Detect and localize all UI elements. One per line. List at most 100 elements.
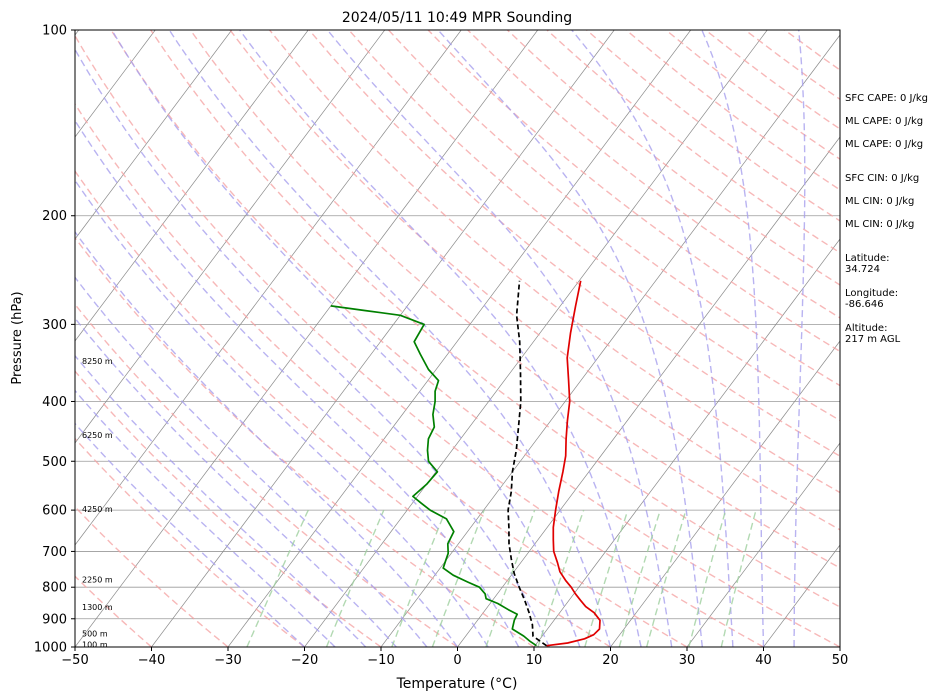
dry-adiabat-line — [75, 303, 458, 647]
isotherm-line — [75, 30, 309, 342]
y-tick-label: 100 — [42, 24, 67, 39]
x-tick-label: 40 — [755, 653, 772, 668]
latitude-value: 34.724 — [845, 264, 880, 275]
moist-adiabat-line — [75, 276, 428, 647]
ml-cin-label: ML CIN: 0 J/kg — [845, 196, 915, 207]
dewpoint-profile-line — [330, 305, 537, 647]
dry-adiabat-line — [150, 30, 840, 608]
temperature-profile-line — [546, 280, 601, 647]
mixing-ratio-line — [720, 509, 757, 647]
moist-adiabat-line — [75, 389, 336, 647]
chart-title: 2024/05/11 10:49 MPR Sounding — [342, 10, 572, 26]
y-tick-label: 400 — [42, 395, 67, 410]
y-tick-label: 300 — [42, 318, 67, 333]
dry-adiabat-line — [229, 30, 840, 531]
dry-adiabat-line — [75, 437, 305, 647]
mixing-ratio-line — [431, 509, 485, 647]
dry-adiabat-line — [75, 236, 535, 647]
y-axis: 100 200 300 400 500 600 700 800 900 1000 — [34, 24, 75, 656]
y-axis-label: Pressure (hPa) — [10, 291, 25, 384]
height-labels: 100 m 500 m 1300 m 2250 m 4250 m 6250 m 8250 m — [82, 357, 113, 650]
dry-adiabat-line — [387, 30, 840, 387]
moist-adiabat-line — [75, 354, 367, 647]
x-tick-label: 0 — [453, 653, 461, 668]
y-tick-label: 900 — [42, 612, 67, 627]
dry-adiabat-line — [75, 169, 611, 647]
moist-adiabat-line — [701, 30, 765, 647]
mixing-ratio-line — [391, 509, 447, 647]
longitude-value: -86.646 — [845, 299, 884, 310]
isotherm-line — [75, 30, 539, 647]
moist-adiabat-line — [75, 317, 397, 647]
moist-adiabat-line — [75, 119, 520, 647]
isotherm-line — [75, 30, 233, 240]
background-lines — [0, 30, 840, 647]
dry-adiabat-line — [75, 370, 382, 647]
latitude-label: Latitude: — [845, 253, 890, 264]
isotherm-line — [151, 30, 615, 647]
moist-adiabat-line — [168, 30, 612, 647]
x-axis: −50 −40 −30 −20 −10 0 10 20 30 40 50 — [61, 647, 848, 668]
plot-frame — [74, 29, 841, 648]
isotherm-line — [533, 238, 840, 647]
dry-adiabat-line — [75, 505, 229, 647]
x-tick-label: −40 — [138, 653, 165, 668]
mixing-ratio-line — [618, 509, 661, 647]
x-axis-label: Temperature (°C) — [396, 676, 518, 692]
y-tick-label: 1000 — [34, 641, 67, 656]
mixing-ratio-line — [645, 509, 687, 647]
mixing-ratio-line — [485, 509, 536, 647]
x-tick-label: −20 — [291, 653, 318, 668]
y-tick-label: 800 — [42, 581, 67, 596]
isotherm-line — [227, 30, 692, 647]
mixing-ratio-line — [584, 509, 629, 647]
x-tick-label: 10 — [526, 653, 543, 668]
height-label: 8250 m — [82, 357, 113, 366]
height-label: 6250 m — [82, 431, 113, 440]
height-label: 4250 m — [82, 505, 113, 514]
moist-adiabat-line — [239, 30, 642, 647]
mixing-ratio-line — [688, 509, 727, 647]
moist-adiabat-line — [793, 30, 806, 647]
moist-adiabat-line — [75, 230, 459, 647]
dry-adiabat-line — [427, 30, 840, 353]
ml-cin-label: ML CIN: 0 J/kg — [845, 219, 915, 230]
longitude-label: Longitude: — [845, 288, 899, 299]
isotherm-line — [304, 30, 768, 647]
sfc-cin-label: SFC CIN: 0 J/kg — [845, 173, 920, 184]
altitude-value: 217 m AGL — [845, 334, 901, 345]
dry-adiabat-line — [308, 30, 840, 457]
isotherm-line — [686, 442, 840, 647]
dry-adiabat-line — [189, 30, 840, 569]
y-tick-label: 200 — [42, 209, 67, 224]
moist-adiabat-line — [326, 30, 673, 647]
height-label: 100 m — [82, 641, 108, 650]
isotherm-line — [0, 30, 2, 647]
x-tick-label: 50 — [832, 653, 849, 668]
x-tick-label: 20 — [602, 653, 619, 668]
ml-cape-label: ML CAPE: 0 J/kg — [845, 116, 924, 127]
parcel-path-line — [507, 280, 547, 647]
x-tick-label: −30 — [214, 653, 241, 668]
height-label: 1300 m — [82, 603, 113, 612]
moist-adiabat-line — [75, 179, 489, 647]
isotherm-line — [75, 30, 386, 444]
sfc-cape-label: SFC CAPE: 0 J/kg — [845, 93, 928, 104]
y-tick-label: 500 — [42, 455, 67, 470]
moist-adiabat-line — [75, 48, 550, 647]
mixing-ratio-line — [537, 509, 585, 647]
isotherm-line — [380, 34, 840, 647]
moist-adiabat-line — [571, 30, 734, 647]
dry-adiabat-line — [110, 30, 840, 647]
altitude-label: Altitude: — [845, 323, 888, 334]
dry-adiabat-line — [75, 102, 688, 647]
height-label: 2250 m — [82, 575, 113, 584]
x-tick-label: −10 — [367, 653, 394, 668]
ml-cape-label: ML CAPE: 0 J/kg — [845, 139, 924, 150]
dry-adiabat-line — [348, 30, 840, 422]
isotherm-line — [75, 30, 462, 546]
y-tick-label: 600 — [42, 504, 67, 519]
moist-adiabat-line — [111, 30, 581, 647]
isotherm-line — [610, 340, 840, 647]
moist-adiabat-line — [75, 422, 305, 647]
